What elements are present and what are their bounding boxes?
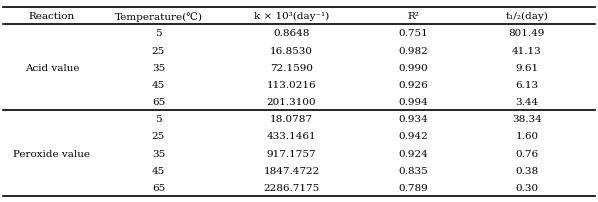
Text: R²: R²	[407, 12, 419, 21]
Text: Reaction: Reaction	[29, 12, 75, 21]
Text: 16.8530: 16.8530	[270, 46, 313, 55]
Text: 433.1461: 433.1461	[267, 132, 316, 141]
Text: 0.76: 0.76	[515, 149, 538, 158]
Text: 1.60: 1.60	[515, 132, 538, 141]
Text: 0.926: 0.926	[398, 80, 428, 89]
Text: 5: 5	[155, 115, 161, 124]
Text: 9.61: 9.61	[515, 63, 538, 72]
Text: 1847.4722: 1847.4722	[264, 166, 320, 175]
Text: 201.3100: 201.3100	[267, 98, 316, 106]
Text: 0.990: 0.990	[398, 63, 428, 72]
Text: 45: 45	[152, 80, 165, 89]
Text: 0.934: 0.934	[398, 115, 428, 124]
Text: 6.13: 6.13	[515, 80, 538, 89]
Text: 65: 65	[152, 98, 165, 106]
Text: 801.49: 801.49	[509, 29, 545, 38]
Text: 18.0787: 18.0787	[270, 115, 313, 124]
Text: 65: 65	[152, 183, 165, 192]
Text: t₁/₂(day): t₁/₂(day)	[505, 12, 548, 21]
Text: 5: 5	[155, 29, 161, 38]
Text: 45: 45	[152, 166, 165, 175]
Text: 0.994: 0.994	[398, 98, 428, 106]
Text: 0.30: 0.30	[515, 183, 538, 192]
Text: Peroxide value: Peroxide value	[13, 149, 90, 158]
Text: 113.0216: 113.0216	[267, 80, 316, 89]
Text: k × 10³(day⁻¹): k × 10³(day⁻¹)	[254, 12, 329, 21]
Text: 0.942: 0.942	[398, 132, 428, 141]
Text: 0.982: 0.982	[398, 46, 428, 55]
Text: 35: 35	[152, 63, 165, 72]
Text: Acid value: Acid value	[25, 63, 79, 72]
Text: 0.751: 0.751	[398, 29, 428, 38]
Text: 25: 25	[152, 46, 165, 55]
Text: 2286.7175: 2286.7175	[264, 183, 320, 192]
Text: 0.8648: 0.8648	[273, 29, 310, 38]
Text: 35: 35	[152, 149, 165, 158]
Text: 0.924: 0.924	[398, 149, 428, 158]
Text: 0.835: 0.835	[398, 166, 428, 175]
Text: 41.13: 41.13	[512, 46, 542, 55]
Text: 72.1590: 72.1590	[270, 63, 313, 72]
Text: 917.1757: 917.1757	[267, 149, 316, 158]
Text: 3.44: 3.44	[515, 98, 538, 106]
Text: 38.34: 38.34	[512, 115, 542, 124]
Text: 0.38: 0.38	[515, 166, 538, 175]
Text: 0.789: 0.789	[398, 183, 428, 192]
Text: Temperature(℃): Temperature(℃)	[114, 12, 202, 21]
Text: 25: 25	[152, 132, 165, 141]
